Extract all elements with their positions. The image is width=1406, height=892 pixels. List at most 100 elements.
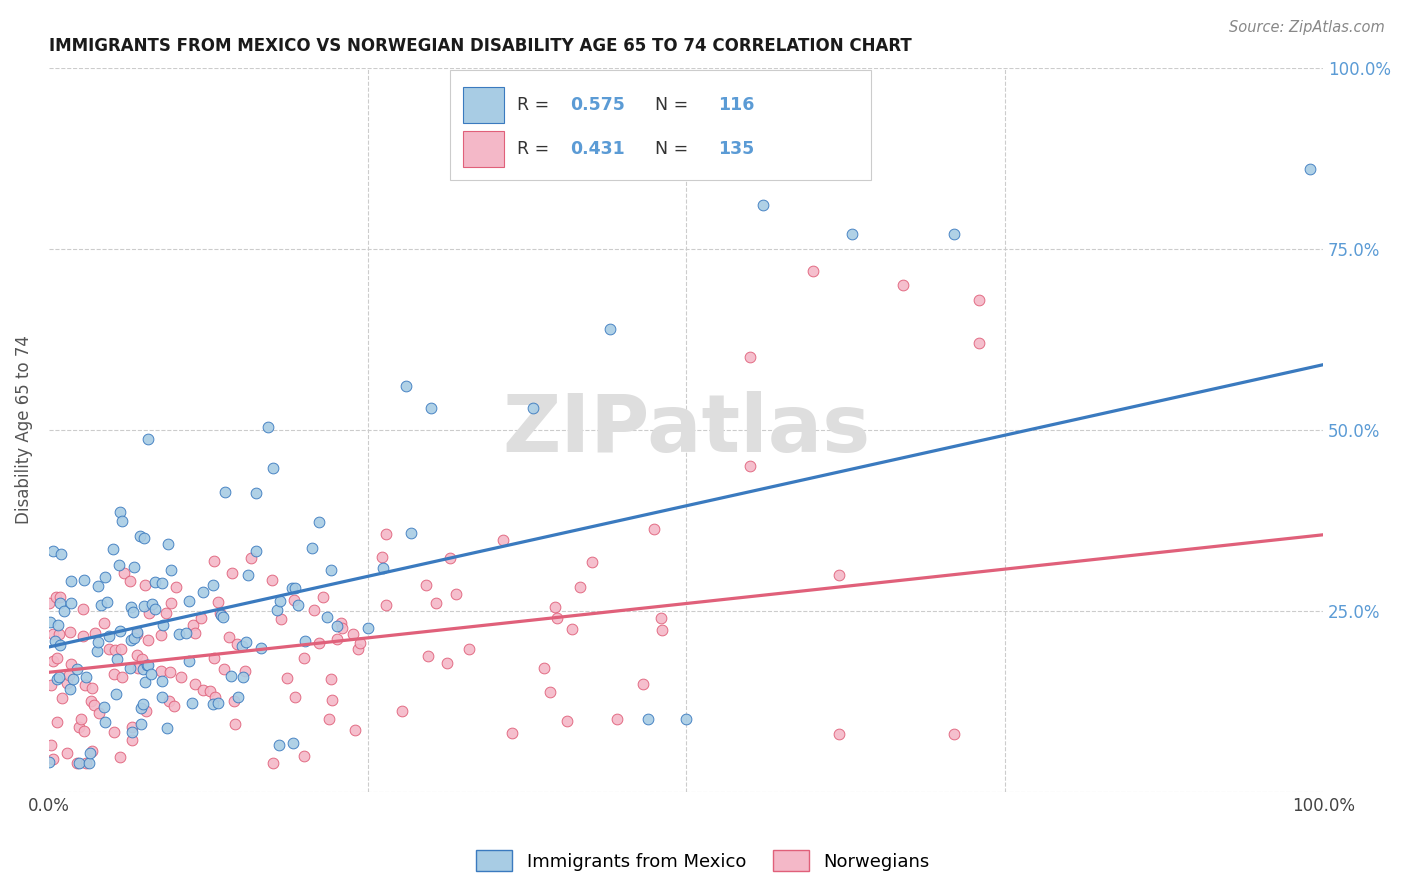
Norwegians (501, 726, 523, 740)
Norwegians (45, 590, 67, 604)
Immigrants from Mexico (179, 654, 201, 668)
Immigrants from Mexico (294, 634, 316, 648)
Norwegians (738, 458, 761, 473)
Immigrants from Mexico (73, 574, 96, 588)
Norwegians (80, 693, 103, 707)
Norwegians (321, 693, 343, 707)
Text: 0.575: 0.575 (569, 96, 626, 114)
Immigrants from Mexico (1299, 162, 1322, 177)
Norwegians (131, 652, 153, 666)
Immigrants from Mexico (136, 432, 159, 446)
Norwegians (165, 580, 187, 594)
Text: 135: 135 (718, 140, 754, 159)
Norwegians (260, 573, 283, 587)
Norwegians (155, 606, 177, 620)
Immigrants from Mexico (52, 604, 75, 618)
Norwegians (581, 555, 603, 569)
Immigrants from Mexico (103, 542, 125, 557)
Norwegians (39, 678, 62, 692)
Immigrants from Mexico (135, 658, 157, 673)
Norwegians (121, 721, 143, 735)
Immigrants from Mexico (281, 736, 304, 750)
Norwegians (80, 744, 103, 758)
Norwegians (643, 522, 665, 536)
Norwegians (538, 685, 561, 699)
Norwegians (218, 630, 240, 644)
Text: Source: ZipAtlas.com: Source: ZipAtlas.com (1229, 20, 1385, 35)
Norwegians (738, 351, 761, 365)
Norwegians (181, 618, 204, 632)
Immigrants from Mexico (136, 657, 159, 672)
Norwegians (159, 665, 181, 679)
Immigrants from Mexico (420, 401, 443, 416)
Immigrants from Mexico (207, 697, 229, 711)
Immigrants from Mexico (129, 717, 152, 731)
Immigrants from Mexico (129, 701, 152, 715)
Norwegians (56, 675, 79, 690)
Norwegians (208, 606, 231, 620)
Immigrants from Mexico (132, 531, 155, 545)
Norwegians (97, 642, 120, 657)
Norwegians (276, 671, 298, 685)
Immigrants from Mexico (108, 505, 131, 519)
Y-axis label: Disability Age 65 to 74: Disability Age 65 to 74 (15, 335, 32, 524)
Norwegians (46, 714, 69, 729)
Immigrants from Mexico (42, 544, 65, 558)
Immigrants from Mexico (841, 227, 863, 242)
Norwegians (214, 663, 236, 677)
Norwegians (319, 672, 342, 686)
Immigrants from Mexico (167, 627, 190, 641)
Immigrants from Mexico (308, 515, 330, 529)
Immigrants from Mexico (38, 755, 60, 769)
Norwegians (221, 566, 243, 580)
Immigrants from Mexico (127, 625, 149, 640)
Text: R =: R = (516, 140, 554, 159)
Immigrants from Mexico (94, 570, 117, 584)
Immigrants from Mexico (60, 574, 83, 588)
Immigrants from Mexico (177, 594, 200, 608)
Immigrants from Mexico (174, 626, 197, 640)
Norwegians (446, 587, 468, 601)
Norwegians (436, 657, 458, 671)
Norwegians (415, 578, 437, 592)
Norwegians (891, 278, 914, 293)
Norwegians (108, 749, 131, 764)
Immigrants from Mexico (235, 635, 257, 649)
Norwegians (112, 566, 135, 580)
Norwegians (650, 611, 672, 625)
Norwegians (83, 698, 105, 712)
Norwegians (66, 756, 89, 770)
Immigrants from Mexico (281, 582, 304, 596)
Norwegians (163, 699, 186, 714)
Immigrants from Mexico (141, 597, 163, 611)
Immigrants from Mexico (287, 598, 309, 612)
Immigrants from Mexico (399, 525, 422, 540)
Immigrants from Mexico (231, 640, 253, 654)
Immigrants from Mexico (67, 756, 90, 770)
Norwegians (135, 704, 157, 718)
Immigrants from Mexico (262, 461, 284, 475)
Immigrants from Mexico (104, 687, 127, 701)
Immigrants from Mexico (599, 321, 621, 335)
Norwegians (330, 621, 353, 635)
Norwegians (125, 648, 148, 662)
Norwegians (425, 596, 447, 610)
Text: ZIPatlas: ZIPatlas (502, 391, 870, 469)
Norwegians (103, 724, 125, 739)
Immigrants from Mexico (134, 674, 156, 689)
Immigrants from Mexico (77, 756, 100, 770)
Norwegians (134, 578, 156, 592)
Immigrants from Mexico (150, 690, 173, 705)
Immigrants from Mexico (150, 576, 173, 591)
Norwegians (170, 670, 193, 684)
Immigrants from Mexico (49, 638, 72, 652)
Norwegians (439, 550, 461, 565)
Norwegians (48, 626, 70, 640)
Immigrants from Mexico (143, 602, 166, 616)
Norwegians (347, 642, 370, 657)
Text: N =: N = (644, 96, 693, 114)
Norwegians (292, 748, 315, 763)
Immigrants from Mexico (157, 537, 180, 551)
Norwegians (69, 712, 91, 726)
Norwegians (183, 677, 205, 691)
